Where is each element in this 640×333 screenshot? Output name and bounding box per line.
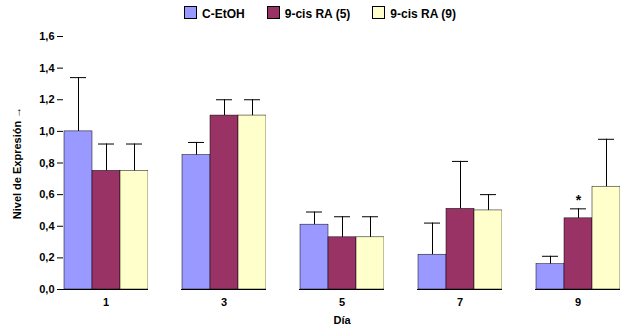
svg-text:0,8: 0,8 <box>39 157 54 169</box>
svg-text:1,4: 1,4 <box>39 62 55 74</box>
svg-text:1,0: 1,0 <box>39 125 54 137</box>
svg-text:1: 1 <box>103 296 109 308</box>
svg-text:5: 5 <box>339 296 345 308</box>
svg-text:*: * <box>576 192 582 208</box>
svg-text:1,6: 1,6 <box>39 30 54 42</box>
html-text:C-EtOH: C-EtOH <box>202 6 245 21</box>
svg-text:0,0: 0,0 <box>39 283 54 295</box>
html-text:9-cis RA (5): 9-cis RA (5) <box>284 6 351 21</box>
svg-text:Nivel de Expresión →: Nivel de Expresión → <box>11 107 23 219</box>
svg-text:9: 9 <box>575 296 581 308</box>
svg-text:0,6: 0,6 <box>39 188 54 200</box>
svg-text:0,2: 0,2 <box>39 251 54 263</box>
svg-text:Día: Día <box>333 314 351 326</box>
svg-text:7: 7 <box>457 296 463 308</box>
html-text:9-cis RA (9): 9-cis RA (9) <box>390 6 456 21</box>
svg-text:1,2: 1,2 <box>39 93 54 105</box>
svg-text:3: 3 <box>221 296 227 308</box>
svg-text:0,4: 0,4 <box>39 220 55 232</box>
